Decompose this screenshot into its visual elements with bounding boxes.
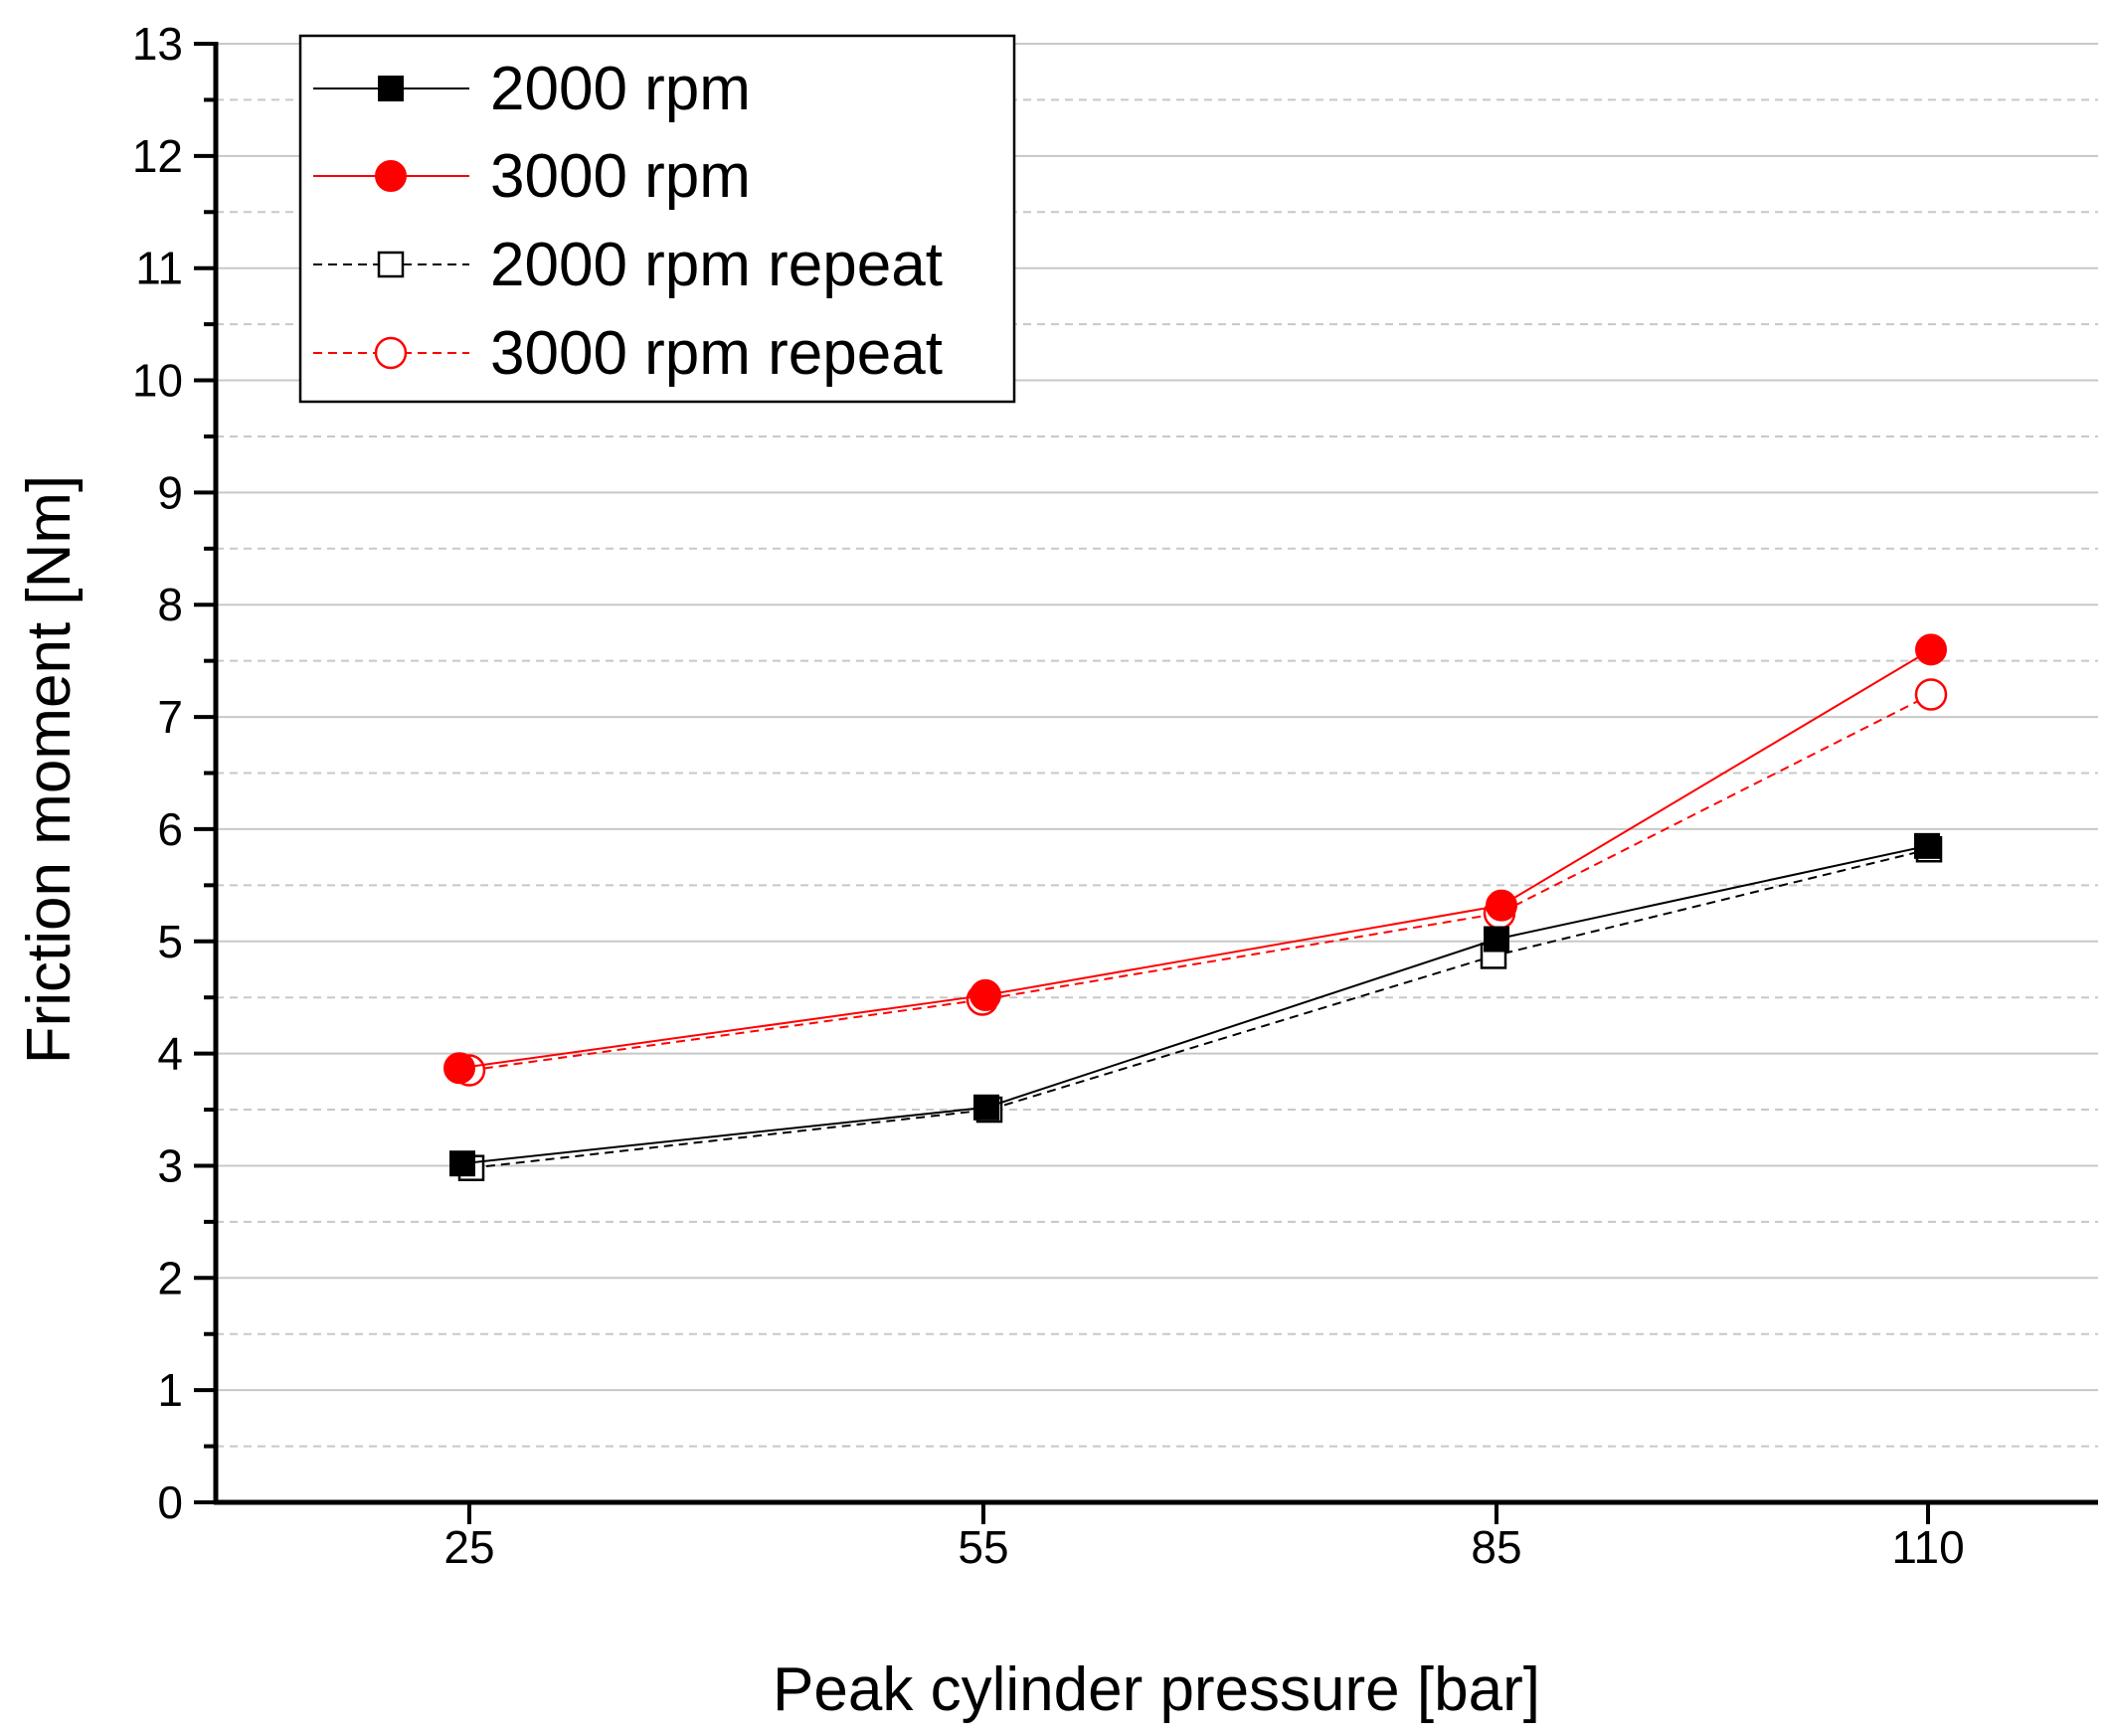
data-point-s1-2 xyxy=(1486,889,1517,922)
legend-marker-2 xyxy=(377,251,405,278)
y-tick-label: 13 xyxy=(132,18,183,70)
data-point-s0-1 xyxy=(973,1094,999,1121)
legend: 2000 rpm 3000 rpm 2000 rpm repeat 3000 rpm … xyxy=(298,34,1016,404)
x-tick-label: 110 xyxy=(1891,1521,1964,1573)
x-tick-label: 85 xyxy=(1471,1521,1521,1573)
legend-label-2: 2000 rpm repeat xyxy=(490,231,943,299)
y-tick-label: 11 xyxy=(135,243,183,294)
legend-label-3: 3000 rpm repeat xyxy=(490,319,943,388)
series-line-0 xyxy=(461,844,1928,1165)
series-layer xyxy=(443,633,1948,1181)
data-point-s1-3 xyxy=(1915,633,1947,666)
y-tick-label: 12 xyxy=(132,130,183,182)
data-point-s1-1 xyxy=(969,978,1001,1011)
y-tick-label: 1 xyxy=(157,1364,183,1416)
y-tick-label: 0 xyxy=(157,1476,183,1528)
y-tick-label: 7 xyxy=(157,691,183,743)
x-tick-label: 55 xyxy=(958,1521,1008,1573)
data-point-s0-2 xyxy=(1484,926,1509,953)
y-tick-label: 9 xyxy=(157,466,183,518)
data-point-s1-0 xyxy=(443,1052,475,1085)
series-line-3 xyxy=(468,693,1932,1072)
legend-box xyxy=(298,34,1016,404)
data-point-s0-3 xyxy=(1914,832,1940,859)
y-tick-label: 3 xyxy=(157,1139,183,1191)
series-line-1 xyxy=(458,648,1932,1070)
y-tick-label: 10 xyxy=(132,355,183,407)
y-axis-title: Friction moment [Nm] xyxy=(15,475,84,1065)
x-tick-label: 25 xyxy=(443,1521,494,1573)
data-point-s3-3 xyxy=(1914,678,1948,711)
legend-marker-3 xyxy=(374,336,408,370)
data-point-s0-0 xyxy=(449,1150,475,1177)
y-tick-label: 6 xyxy=(157,803,183,855)
x-axis-title: Peak cylinder pressure [bar] xyxy=(773,1655,1540,1724)
legend-marker-0 xyxy=(378,76,404,101)
y-tick-label: 5 xyxy=(157,916,183,967)
legend-label-0: 2000 rpm xyxy=(490,55,751,123)
y-tick-label: 8 xyxy=(157,579,183,630)
y-tick-label: 2 xyxy=(157,1252,183,1303)
y-tick-label: 4 xyxy=(157,1028,183,1080)
legend-marker-1 xyxy=(375,160,407,192)
series-line-2 xyxy=(470,848,1930,1169)
legend-label-1: 3000 rpm xyxy=(490,142,751,211)
